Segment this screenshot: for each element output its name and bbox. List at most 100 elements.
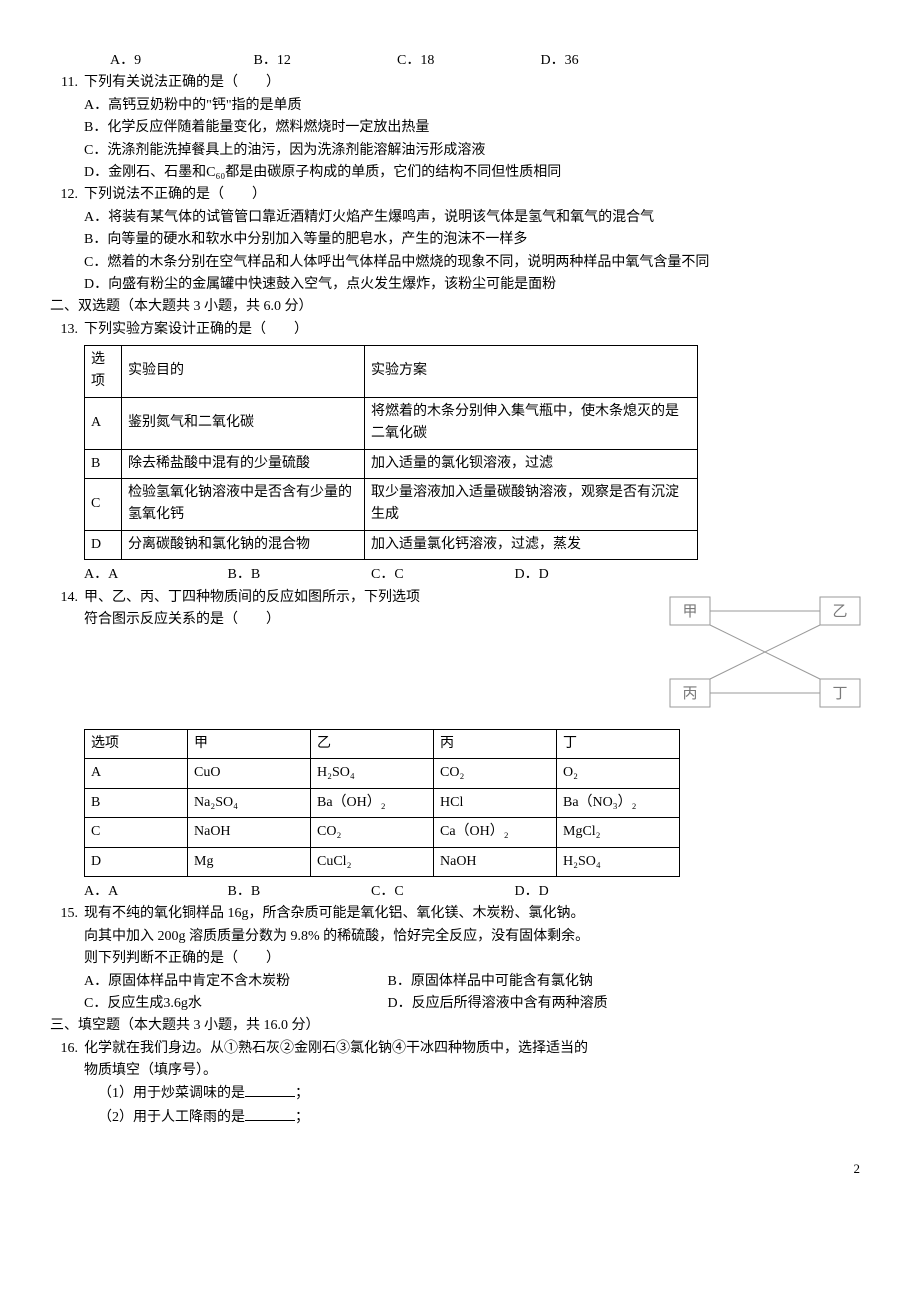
q14-diagram: 甲 乙 丙 丁	[660, 587, 870, 725]
q11-number: 11.	[50, 72, 84, 94]
q14-choice-d: D．D	[515, 881, 655, 903]
q14-cell: Ca（OH）₂	[434, 818, 557, 847]
q11-choice-a: A．高钙豆奶粉中的"钙"指的是单质	[84, 95, 870, 117]
q14-cell: D	[85, 847, 188, 876]
q13-stem: 下列实验方案设计正确的是（ ）	[84, 319, 870, 341]
q14-cell: Mg	[188, 847, 311, 876]
q16-stem-line1: 化学就在我们身边。从①熟石灰②金刚石③氯化钠④干冰四种物质中，选择适当的	[84, 1038, 870, 1060]
q13-cell: B	[85, 449, 122, 478]
q10-choice-a: A．9	[110, 50, 250, 72]
q15: 15. 现有不纯的氧化铜样品 16g，所含杂质可能是氧化铝、氧化镁、木炭粉、氯化…	[50, 903, 870, 970]
svg-text:丙: 丙	[682, 686, 697, 702]
q13-cell: 加入适量的氯化钡溶液，过滤	[365, 449, 698, 478]
q12-choice-d: D．向盛有粉尘的金属罐中快速鼓入空气，点火发生爆炸，该粉尘可能是面粉	[84, 274, 870, 296]
q13-choice-d: D．D	[515, 564, 655, 586]
q14-cell: Na₂SO₄	[188, 788, 311, 817]
q14-table: 选项 甲 乙 丙 丁 A CuO H₂SO₄ CO₂ O₂ B Na₂SO₄ B…	[84, 729, 680, 877]
q12: 12. 下列说法不正确的是（ ）	[50, 184, 870, 206]
q16: 16. 化学就在我们身边。从①熟石灰②金刚石③氯化钠④干冰四种物质中，选择适当的…	[50, 1038, 870, 1083]
q14-cell: O₂	[557, 759, 680, 788]
q16-sub2: （2）用于人工降雨的是 ；	[98, 1106, 870, 1129]
table-row: C 检验氢氧化钠溶液中是否含有少量的氢氧化钙 取少量溶液加入适量碳酸钠溶液，观察…	[85, 479, 698, 531]
q14-cell: C	[85, 818, 188, 847]
q13-cell: 取少量溶液加入适量碳酸钠溶液，观察是否有沉淀生成	[365, 479, 698, 531]
q15-choices-row2: C．反应生成3.6g水 D．反应后所得溶液中含有两种溶质	[84, 993, 870, 1015]
q16-stem-line2: 物质填空（填序号）。	[84, 1060, 870, 1082]
q14-cell: MgCl₂	[557, 818, 680, 847]
q14-th: 乙	[311, 729, 434, 758]
q11-choice-c: C．洗涤剂能洗掉餐具上的油污，因为洗涤剂能溶解油污形成溶液	[84, 140, 870, 162]
table-row: C NaOH CO₂ Ca（OH）₂ MgCl₂	[85, 818, 680, 847]
q13: 13. 下列实验方案设计正确的是（ ）	[50, 319, 870, 341]
q14-th: 选项	[85, 729, 188, 758]
q15-choices-row1: A．原固体样品中肯定不含木炭粉 B．原固体样品中可能含有氯化钠	[84, 971, 870, 993]
q15-choice-c: C．反应生成3.6g水	[84, 993, 384, 1015]
q13-table: 选项 实验目的 实验方案 A 鉴别氮气和二氧化碳 将燃着的木条分别伸入集气瓶中，…	[84, 345, 698, 560]
q10-choice-d: D．36	[541, 50, 681, 72]
q13-th-plan: 实验方案	[365, 346, 698, 398]
q15-choice-a: A．原固体样品中肯定不含木炭粉	[84, 971, 384, 993]
reaction-diagram-icon: 甲 乙 丙 丁	[660, 587, 870, 717]
q16-number: 16.	[50, 1038, 84, 1060]
q11-stem: 下列有关说法正确的是（ ）	[84, 72, 870, 94]
q11-choice-d: D．金刚石、石墨和C₆₀都是由碳原子构成的单质，它们的结构不同但性质相同	[84, 162, 870, 184]
table-row: B 除去稀盐酸中混有的少量硫酸 加入适量的氯化钡溶液，过滤	[85, 449, 698, 478]
svg-text:乙: 乙	[832, 604, 847, 620]
q11-choice-b: B．化学反应伴随着能量变化，燃料燃烧时一定放出热量	[84, 117, 870, 139]
q14-cell: A	[85, 759, 188, 788]
q14-choices: A．A B．B C．C D．D	[84, 881, 870, 903]
svg-text:甲: 甲	[682, 604, 697, 620]
q16-sub1-end: ；	[295, 1086, 309, 1101]
q13-cell: C	[85, 479, 122, 531]
q13-choices: A．A B．B C．C D．D	[84, 564, 870, 586]
q12-stem: 下列说法不正确的是（ ）	[84, 184, 870, 206]
q15-choice-d: D．反应后所得溶液中含有两种溶质	[388, 996, 608, 1011]
q13-cell: 加入适量氯化钙溶液，过滤，蒸发	[365, 530, 698, 559]
q14-cell: CuCl₂	[311, 847, 434, 876]
q16-sub2-text: （2）用于人工降雨的是	[98, 1110, 245, 1125]
table-row: 选项 甲 乙 丙 丁	[85, 729, 680, 758]
table-row: 选项 实验目的 实验方案	[85, 346, 698, 398]
table-row: A 鉴别氮气和二氧化碳 将燃着的木条分别伸入集气瓶中，使木条熄灭的是二氧化碳	[85, 397, 698, 449]
q13-cell: 将燃着的木条分别伸入集气瓶中，使木条熄灭的是二氧化碳	[365, 397, 698, 449]
q14: 14. 甲、乙、丙、丁四种物质间的反应如图所示，下列选项 符合图示反应关系的是（…	[50, 587, 652, 632]
q13-number: 13.	[50, 319, 84, 341]
section-2-heading: 二、双选题（本大题共 3 小题，共 6.0 分）	[50, 296, 870, 318]
q14-cell: H₂SO₄	[311, 759, 434, 788]
q15-choice-b: B．原固体样品中可能含有氯化钠	[388, 974, 593, 989]
q13-cell: 除去稀盐酸中混有的少量硫酸	[122, 449, 365, 478]
q13-th-purpose: 实验目的	[122, 346, 365, 398]
q14-th: 丁	[557, 729, 680, 758]
q12-choice-b: B．向等量的硬水和软水中分别加入等量的肥皂水，产生的泡沫不一样多	[84, 229, 870, 251]
blank-input[interactable]	[245, 1082, 295, 1097]
q14-cell: CuO	[188, 759, 311, 788]
q14-number: 14.	[50, 587, 84, 609]
q16-sub1: （1）用于炒菜调味的是；	[98, 1082, 870, 1105]
q10-choice-c: C．18	[397, 50, 537, 72]
q14-stem-line1: 甲、乙、丙、丁四种物质间的反应如图所示，下列选项	[84, 587, 652, 609]
q15-stem-line2: 向其中加入 200g 溶质质量分数为 9.8% 的稀硫酸，恰好完全反应，没有固体…	[84, 926, 870, 948]
section-3-heading: 三、填空题（本大题共 3 小题，共 16.0 分）	[50, 1015, 870, 1037]
q14-cell: B	[85, 788, 188, 817]
q14-cell: Ba（NO₃）₂	[557, 788, 680, 817]
q14-cell: Ba（OH）₂	[311, 788, 434, 817]
table-row: D 分离碳酸钠和氯化钠的混合物 加入适量氯化钙溶液，过滤，蒸发	[85, 530, 698, 559]
q12-choice-a: A．将装有某气体的试管管口靠近酒精灯火焰产生爆鸣声，说明该气体是氢气和氧气的混合…	[84, 207, 870, 229]
q14-cell: CO₂	[311, 818, 434, 847]
q15-stem-line3: 则下列判断不正确的是（ ）	[84, 948, 870, 970]
q13-cell: 分离碳酸钠和氯化钠的混合物	[122, 530, 365, 559]
q10-choices: A．9 B．12 C．18 D．36	[110, 50, 870, 72]
q13-choice-c: C．C	[371, 564, 511, 586]
q14-choice-b: B．B	[228, 881, 368, 903]
q16-sub2-end: ；	[295, 1110, 309, 1125]
q14-cell: H₂SO₄	[557, 847, 680, 876]
q14-choice-c: C．C	[371, 881, 511, 903]
q11: 11. 下列有关说法正确的是（ ）	[50, 72, 870, 94]
q15-number: 15.	[50, 903, 84, 925]
q14-choice-a: A．A	[84, 881, 224, 903]
q13-cell: 检验氢氧化钠溶液中是否含有少量的氢氧化钙	[122, 479, 365, 531]
blank-input[interactable]	[245, 1106, 295, 1121]
table-row: B Na₂SO₄ Ba（OH）₂ HCl Ba（NO₃）₂	[85, 788, 680, 817]
svg-text:丁: 丁	[832, 686, 847, 702]
page-number: 2	[50, 1159, 870, 1180]
